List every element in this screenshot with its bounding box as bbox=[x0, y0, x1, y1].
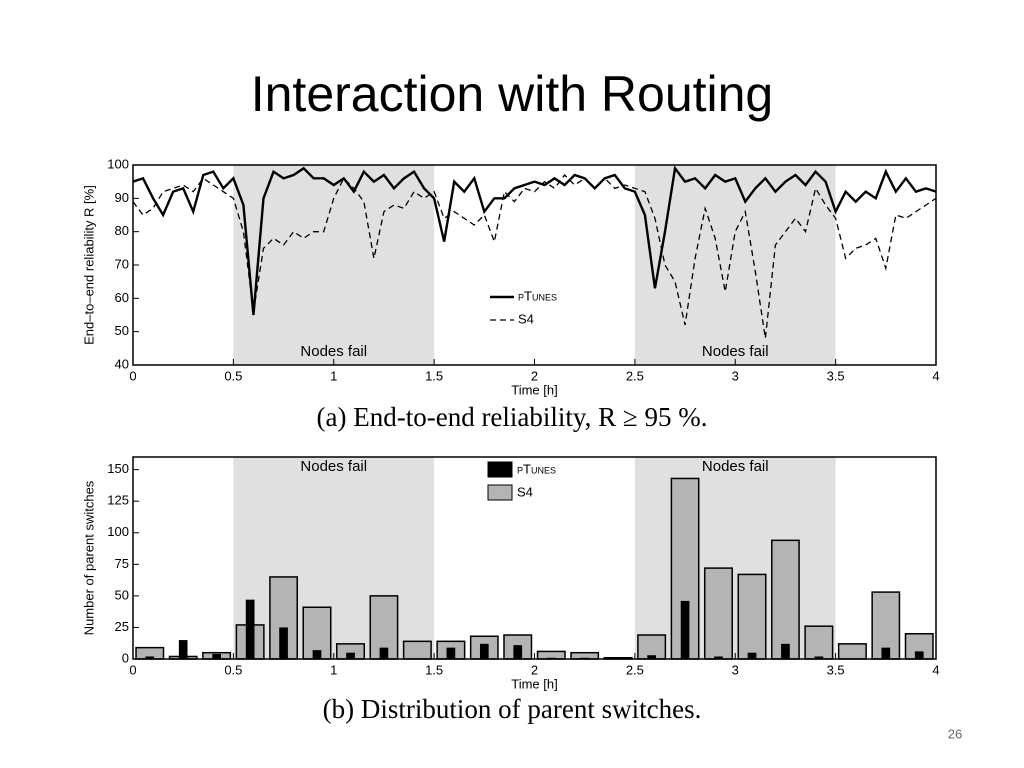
bar bbox=[747, 652, 757, 659]
legend-label: pTunes bbox=[517, 461, 556, 476]
bar bbox=[771, 539, 800, 660]
y-tick-label: 90 bbox=[115, 190, 129, 205]
bar bbox=[804, 625, 834, 660]
y-tick-label: 125 bbox=[107, 493, 129, 508]
region-label: Nodes fail bbox=[702, 458, 769, 475]
x-tick-label: 3 bbox=[732, 662, 739, 677]
x-tick-label: 2 bbox=[531, 368, 538, 383]
bar bbox=[680, 600, 690, 659]
chart-caption: (b) Distribution of parent switches. bbox=[323, 694, 702, 724]
bar bbox=[145, 656, 155, 659]
legend-label: S4 bbox=[517, 484, 533, 499]
bar bbox=[279, 627, 288, 659]
bar bbox=[781, 643, 790, 659]
x-tick-label: 2.5 bbox=[626, 662, 644, 677]
x-tick-label: 3 bbox=[732, 368, 739, 383]
x-tick-label: 4 bbox=[932, 662, 939, 677]
y-tick-label: 70 bbox=[115, 256, 129, 271]
y-axis-label: End–to–end reliability R [%] bbox=[81, 185, 96, 345]
legend-swatch bbox=[487, 461, 513, 478]
bar bbox=[513, 645, 523, 659]
shaded-region bbox=[233, 457, 435, 659]
bar bbox=[312, 650, 322, 659]
x-axis-label: Time [h] bbox=[511, 382, 557, 397]
x-tick-label: 0.5 bbox=[224, 662, 242, 677]
chart-caption: (a) End-to-end reliability, R ≥ 95 %. bbox=[317, 402, 708, 432]
legend-swatch bbox=[487, 484, 513, 501]
shaded-region bbox=[634, 165, 836, 365]
bar bbox=[737, 573, 767, 660]
x-tick-label: 4 bbox=[932, 368, 939, 383]
bar bbox=[714, 656, 723, 659]
legend-label: S4 bbox=[518, 311, 534, 326]
bar bbox=[178, 640, 188, 659]
y-tick-label: 150 bbox=[107, 461, 129, 476]
x-tick-label: 1.5 bbox=[425, 368, 443, 383]
bar bbox=[904, 633, 934, 660]
bar bbox=[814, 656, 824, 659]
y-tick-label: 75 bbox=[115, 556, 129, 571]
bar bbox=[837, 643, 867, 660]
bar bbox=[446, 647, 456, 659]
x-axis-label: Time [h] bbox=[511, 676, 557, 691]
legend-label: pTunes bbox=[518, 288, 557, 303]
bar bbox=[647, 655, 656, 659]
y-tick-label: 40 bbox=[115, 356, 129, 371]
bar bbox=[245, 599, 255, 659]
bar bbox=[346, 652, 355, 659]
region-label: Nodes fail bbox=[702, 343, 769, 360]
y-tick-label: 25 bbox=[115, 619, 129, 634]
bar bbox=[881, 647, 891, 659]
x-tick-label: 1 bbox=[330, 368, 337, 383]
x-tick-label: 2 bbox=[531, 662, 538, 677]
slide-title: Interaction with Routing bbox=[251, 66, 774, 122]
shaded-region bbox=[634, 457, 836, 659]
x-tick-label: 1 bbox=[330, 662, 337, 677]
y-axis-label: Number of parent switches bbox=[81, 480, 96, 635]
y-tick-label: 80 bbox=[115, 223, 129, 238]
bar bbox=[402, 640, 432, 660]
data-line bbox=[132, 165, 937, 316]
y-tick-label: 100 bbox=[107, 156, 129, 171]
y-tick-label: 100 bbox=[107, 524, 129, 539]
bar bbox=[212, 653, 221, 659]
bar bbox=[479, 643, 489, 659]
x-tick-label: 0.5 bbox=[224, 368, 242, 383]
x-tick-label: 1.5 bbox=[425, 662, 443, 677]
x-tick-label: 0 bbox=[129, 662, 136, 677]
x-tick-label: 3.5 bbox=[827, 662, 845, 677]
bar bbox=[703, 567, 733, 660]
bar bbox=[379, 647, 389, 659]
y-tick-label: 50 bbox=[115, 323, 129, 338]
data-line bbox=[132, 174, 937, 339]
x-tick-label: 3.5 bbox=[827, 368, 845, 383]
x-tick-label: 2.5 bbox=[626, 368, 644, 383]
y-tick-label: 50 bbox=[115, 587, 129, 602]
y-tick-label: 0 bbox=[122, 650, 129, 665]
x-tick-label: 0 bbox=[129, 368, 136, 383]
bar bbox=[914, 651, 924, 659]
region-label: Nodes fail bbox=[300, 458, 367, 475]
region-label: Nodes fail bbox=[300, 343, 367, 360]
page-number: 26 bbox=[948, 726, 962, 741]
y-tick-label: 60 bbox=[115, 290, 129, 305]
